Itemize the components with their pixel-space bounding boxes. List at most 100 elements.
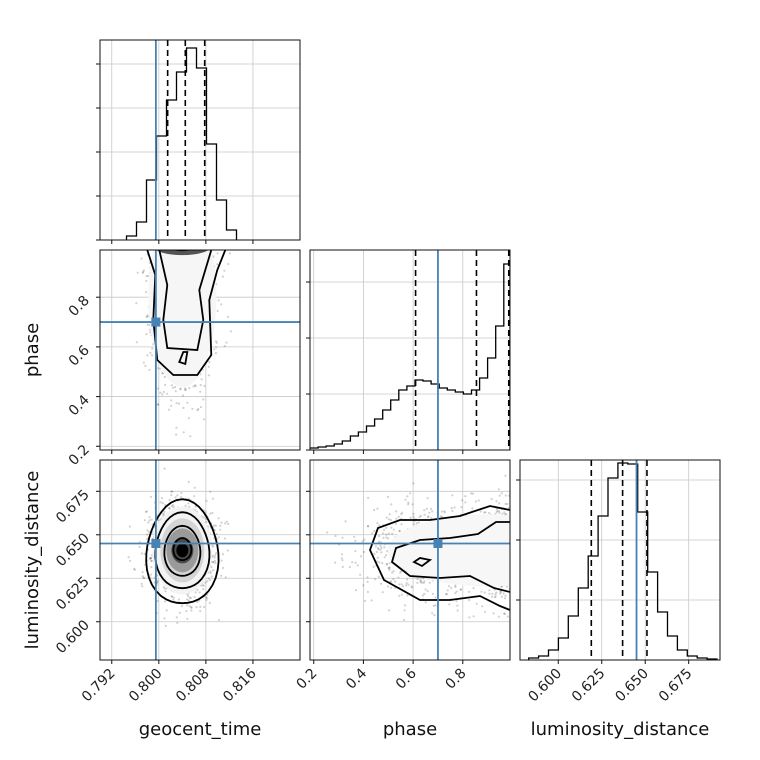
sample-point: [136, 271, 139, 274]
sample-point: [468, 616, 471, 619]
sample-point: [170, 595, 174, 598]
sample-point: [179, 387, 182, 390]
sample-point: [151, 347, 154, 350]
sample-point: [511, 506, 513, 508]
sample-point: [388, 562, 391, 565]
sample-point: [175, 245, 177, 247]
sample-point: [406, 578, 409, 581]
sample-point: [402, 585, 405, 588]
scatter-geocent_time_phase-frame: [99, 249, 301, 451]
sample-point: [219, 524, 222, 528]
sample-point: [523, 549, 525, 551]
sample-point: [426, 497, 429, 500]
sample-point: [366, 524, 369, 528]
sample-point: [513, 558, 515, 560]
sample-point: [188, 386, 191, 390]
sample-point: [217, 536, 221, 539]
sample-point: [431, 592, 434, 596]
sample-point: [187, 246, 189, 248]
sample-point: [380, 551, 383, 554]
sample-point: [511, 583, 513, 585]
x-tick-label: 0.650: [612, 666, 652, 706]
sample-point: [162, 390, 165, 394]
sample-point: [141, 575, 144, 578]
sample-point: [495, 500, 498, 503]
sample-point: [219, 528, 222, 531]
x-tick-label: 0.6: [393, 665, 420, 692]
sample-point: [212, 255, 215, 258]
sample-point: [212, 545, 215, 548]
sample-point: [145, 279, 148, 283]
sample-point: [518, 528, 520, 530]
sample-point: [190, 609, 193, 612]
sample-point: [471, 492, 474, 495]
sample-point: [163, 600, 167, 603]
sample-point: [527, 587, 529, 589]
sample-point: [576, 547, 578, 549]
sample-point: [220, 521, 223, 524]
sample-point: [213, 556, 216, 559]
sample-point: [142, 576, 145, 579]
sample-point: [171, 490, 174, 493]
sample-point: [156, 579, 159, 583]
sample-point: [182, 244, 184, 246]
sample-point: [367, 525, 370, 528]
sample-point: [190, 211, 192, 213]
sample-point: [138, 545, 141, 549]
contour-geocent_time_luminosity_distance-2: [163, 524, 202, 577]
sample-point: [172, 504, 175, 507]
sample-point: [193, 384, 197, 387]
density-level-1: [156, 250, 209, 256]
sample-point: [428, 581, 431, 584]
sample-point: [535, 583, 537, 585]
sample-point: [156, 387, 160, 390]
truth-marker: [151, 317, 161, 327]
sample-point: [426, 590, 429, 593]
sample-point: [189, 218, 191, 220]
sample-point: [191, 407, 194, 410]
sample-point: [430, 516, 433, 520]
hist-phase-frame: [309, 249, 511, 451]
sample-point: [373, 508, 376, 512]
sample-point: [172, 222, 174, 224]
sample-point: [184, 388, 187, 391]
sample-point: [515, 593, 517, 595]
sample-point: [480, 590, 483, 593]
x-tick-label: 0.800: [126, 666, 166, 706]
sample-point: [525, 536, 527, 538]
sample-point: [527, 569, 529, 571]
sample-point: [417, 521, 421, 524]
sample-point: [516, 530, 518, 532]
sample-point: [406, 495, 409, 498]
sample-point: [497, 615, 500, 618]
sample-point: [394, 522, 397, 525]
sample-point: [164, 383, 167, 386]
sample-point: [407, 503, 410, 506]
scatter-geocent_time_phase: [100, 205, 300, 450]
sample-point: [354, 539, 357, 543]
scatter-geocent_time_luminosity_distance: [100, 460, 300, 660]
sample-point: [182, 406, 185, 409]
sample-point: [420, 581, 424, 584]
sample-point: [498, 502, 501, 505]
contour-geocent_time_phase-2: [178, 351, 189, 366]
sample-point: [170, 404, 173, 407]
sample-point: [383, 546, 386, 549]
y-tick-label: 0.600: [53, 617, 93, 657]
sample-point: [464, 495, 467, 498]
sample-point: [196, 409, 199, 412]
sample-point: [158, 247, 160, 249]
sample-point: [375, 550, 378, 554]
sample-point: [511, 531, 513, 533]
sample-point: [432, 604, 435, 607]
sample-point: [208, 601, 211, 605]
sample-point: [378, 535, 381, 538]
sample-point: [341, 559, 344, 562]
sample-point: [161, 205, 163, 207]
sample-point: [192, 385, 195, 388]
sample-point: [214, 352, 218, 355]
sample-point: [186, 244, 188, 246]
sample-point: [388, 609, 391, 612]
sample-point: [362, 584, 365, 587]
sample-point: [148, 368, 151, 371]
